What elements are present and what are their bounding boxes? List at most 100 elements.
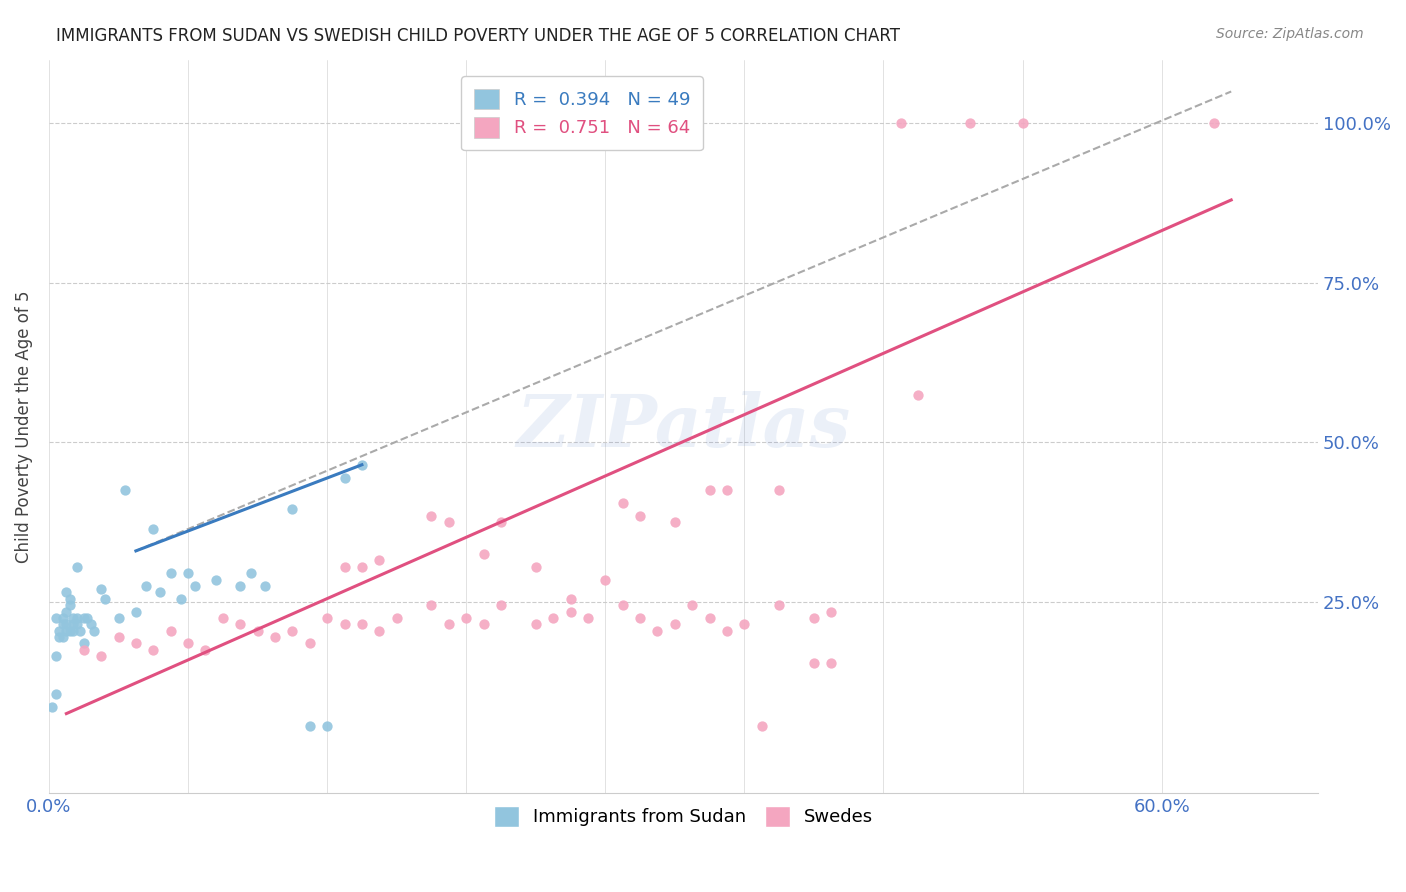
- Point: [489, 598, 512, 612]
- Point: [316, 611, 339, 625]
- Point: [890, 116, 912, 130]
- Point: [66, 611, 89, 625]
- Point: [524, 559, 547, 574]
- Point: [246, 624, 269, 638]
- Point: [142, 522, 165, 536]
- Point: [48, 624, 70, 638]
- Point: [52, 611, 75, 625]
- Point: [170, 591, 193, 606]
- Point: [298, 719, 321, 733]
- Point: [83, 624, 105, 638]
- Text: IMMIGRANTS FROM SUDAN VS SWEDISH CHILD POVERTY UNDER THE AGE OF 5 CORRELATION CH: IMMIGRANTS FROM SUDAN VS SWEDISH CHILD P…: [56, 27, 900, 45]
- Point: [664, 617, 686, 632]
- Point: [541, 611, 564, 625]
- Point: [73, 636, 96, 650]
- Point: [55, 605, 77, 619]
- Point: [733, 617, 755, 632]
- Point: [107, 611, 129, 625]
- Point: [142, 642, 165, 657]
- Point: [45, 611, 67, 625]
- Point: [62, 611, 84, 625]
- Point: [1011, 116, 1033, 130]
- Point: [333, 470, 356, 484]
- Point: [751, 719, 773, 733]
- Point: [628, 611, 651, 625]
- Point: [456, 611, 478, 625]
- Point: [281, 502, 304, 516]
- Point: [114, 483, 136, 498]
- Point: [612, 496, 634, 510]
- Point: [664, 515, 686, 529]
- Point: [820, 656, 842, 670]
- Point: [768, 483, 790, 498]
- Point: [420, 598, 443, 612]
- Point: [159, 566, 181, 581]
- Point: [66, 559, 89, 574]
- Text: Source: ZipAtlas.com: Source: ZipAtlas.com: [1216, 27, 1364, 41]
- Point: [612, 598, 634, 612]
- Point: [205, 573, 228, 587]
- Point: [560, 591, 582, 606]
- Point: [125, 636, 148, 650]
- Point: [194, 642, 217, 657]
- Point: [437, 617, 460, 632]
- Point: [628, 508, 651, 523]
- Point: [437, 515, 460, 529]
- Point: [73, 642, 96, 657]
- Point: [149, 585, 172, 599]
- Point: [69, 624, 91, 638]
- Point: [681, 598, 703, 612]
- Point: [41, 700, 63, 714]
- Point: [768, 598, 790, 612]
- Point: [90, 582, 112, 597]
- Point: [716, 624, 738, 638]
- Point: [59, 598, 82, 612]
- Point: [93, 591, 115, 606]
- Point: [211, 611, 233, 625]
- Point: [576, 611, 599, 625]
- Point: [350, 617, 373, 632]
- Legend: Immigrants from Sudan, Swedes: Immigrants from Sudan, Swedes: [485, 797, 883, 836]
- Point: [107, 630, 129, 644]
- Point: [45, 649, 67, 664]
- Point: [368, 624, 391, 638]
- Point: [90, 649, 112, 664]
- Point: [350, 559, 373, 574]
- Point: [125, 605, 148, 619]
- Point: [135, 579, 157, 593]
- Point: [73, 611, 96, 625]
- Point: [820, 605, 842, 619]
- Point: [803, 611, 825, 625]
- Point: [159, 624, 181, 638]
- Point: [55, 585, 77, 599]
- Point: [239, 566, 262, 581]
- Point: [264, 630, 287, 644]
- Point: [489, 515, 512, 529]
- Point: [55, 624, 77, 638]
- Point: [80, 617, 103, 632]
- Point: [420, 508, 443, 523]
- Point: [62, 624, 84, 638]
- Point: [333, 559, 356, 574]
- Point: [803, 656, 825, 670]
- Point: [959, 116, 981, 130]
- Point: [66, 617, 89, 632]
- Point: [62, 617, 84, 632]
- Point: [52, 630, 75, 644]
- Text: ZIPatlas: ZIPatlas: [516, 391, 851, 462]
- Point: [316, 719, 339, 733]
- Y-axis label: Child Poverty Under the Age of 5: Child Poverty Under the Age of 5: [15, 290, 32, 563]
- Point: [647, 624, 669, 638]
- Point: [55, 617, 77, 632]
- Point: [385, 611, 408, 625]
- Point: [560, 605, 582, 619]
- Point: [177, 566, 200, 581]
- Point: [350, 458, 373, 472]
- Point: [716, 483, 738, 498]
- Point: [48, 630, 70, 644]
- Point: [595, 573, 617, 587]
- Point: [52, 617, 75, 632]
- Point: [59, 591, 82, 606]
- Point: [333, 617, 356, 632]
- Point: [699, 611, 721, 625]
